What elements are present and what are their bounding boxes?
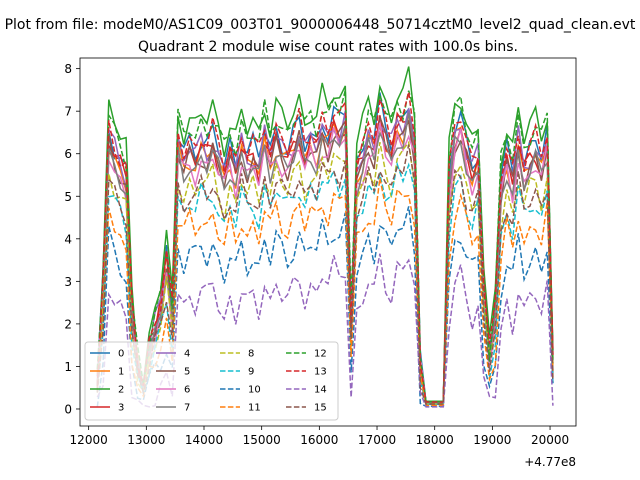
chart-title: Quadrant 2 module wise count rates with … bbox=[138, 39, 518, 55]
legend-label-15: 15 bbox=[314, 403, 327, 414]
x-offset-label: +4.77e8 bbox=[524, 455, 576, 469]
y-tick-label: 7 bbox=[64, 105, 72, 119]
legend-label-1: 1 bbox=[118, 367, 124, 378]
series-line-12 bbox=[96, 89, 554, 403]
x-axis: 12000 13000 14000 15000 16000 17000 18000 19000… bbox=[70, 426, 569, 447]
y-axis: 0 1 2 3 4 5 6 7 8 bbox=[64, 62, 80, 416]
series-line-15 bbox=[96, 144, 554, 405]
x-tick-label: 17000 bbox=[358, 433, 396, 447]
x-tick-label: 18000 bbox=[416, 433, 454, 447]
x-tick-label: 12000 bbox=[70, 433, 108, 447]
y-tick-label: 8 bbox=[64, 62, 72, 76]
legend-label-11: 11 bbox=[248, 403, 261, 414]
legend-label-14: 14 bbox=[314, 385, 327, 396]
figure-suptitle: Plot from file: modeM0/AS1C09_003T01_900… bbox=[5, 17, 636, 33]
y-tick-label: 0 bbox=[64, 402, 72, 416]
legend-label-3: 3 bbox=[118, 403, 124, 414]
x-tick-label: 15000 bbox=[243, 433, 281, 447]
x-tick-label: 19000 bbox=[473, 433, 511, 447]
legend-box bbox=[84, 341, 339, 421]
legend-label-6: 6 bbox=[184, 385, 190, 396]
y-tick-label: 4 bbox=[64, 232, 72, 246]
legend-label-5: 5 bbox=[184, 367, 190, 378]
legend-label-8: 8 bbox=[248, 349, 254, 360]
legend-label-10: 10 bbox=[248, 385, 261, 396]
series-line-11 bbox=[96, 177, 554, 406]
legend-label-13: 13 bbox=[314, 367, 327, 378]
x-tick-label: 13000 bbox=[127, 433, 165, 447]
legend-label-7: 7 bbox=[184, 403, 190, 414]
y-tick-label: 3 bbox=[64, 275, 72, 289]
legend-label-4: 4 bbox=[184, 349, 190, 360]
x-tick-label: 20000 bbox=[531, 433, 569, 447]
y-tick-label: 2 bbox=[64, 317, 72, 331]
x-tick-label: 16000 bbox=[300, 433, 338, 447]
y-tick-label: 5 bbox=[64, 190, 72, 204]
legend-label-0: 0 bbox=[118, 349, 124, 360]
series-line-9 bbox=[96, 161, 554, 406]
legend-label-2: 2 bbox=[118, 385, 124, 396]
series-line-13 bbox=[96, 91, 554, 403]
legend-label-12: 12 bbox=[314, 349, 327, 360]
x-tick-label: 14000 bbox=[185, 433, 223, 447]
y-tick-label: 1 bbox=[64, 360, 72, 374]
legend-label-9: 9 bbox=[248, 367, 254, 378]
axes-frame bbox=[79, 57, 577, 427]
y-tick-label: 6 bbox=[64, 147, 72, 161]
